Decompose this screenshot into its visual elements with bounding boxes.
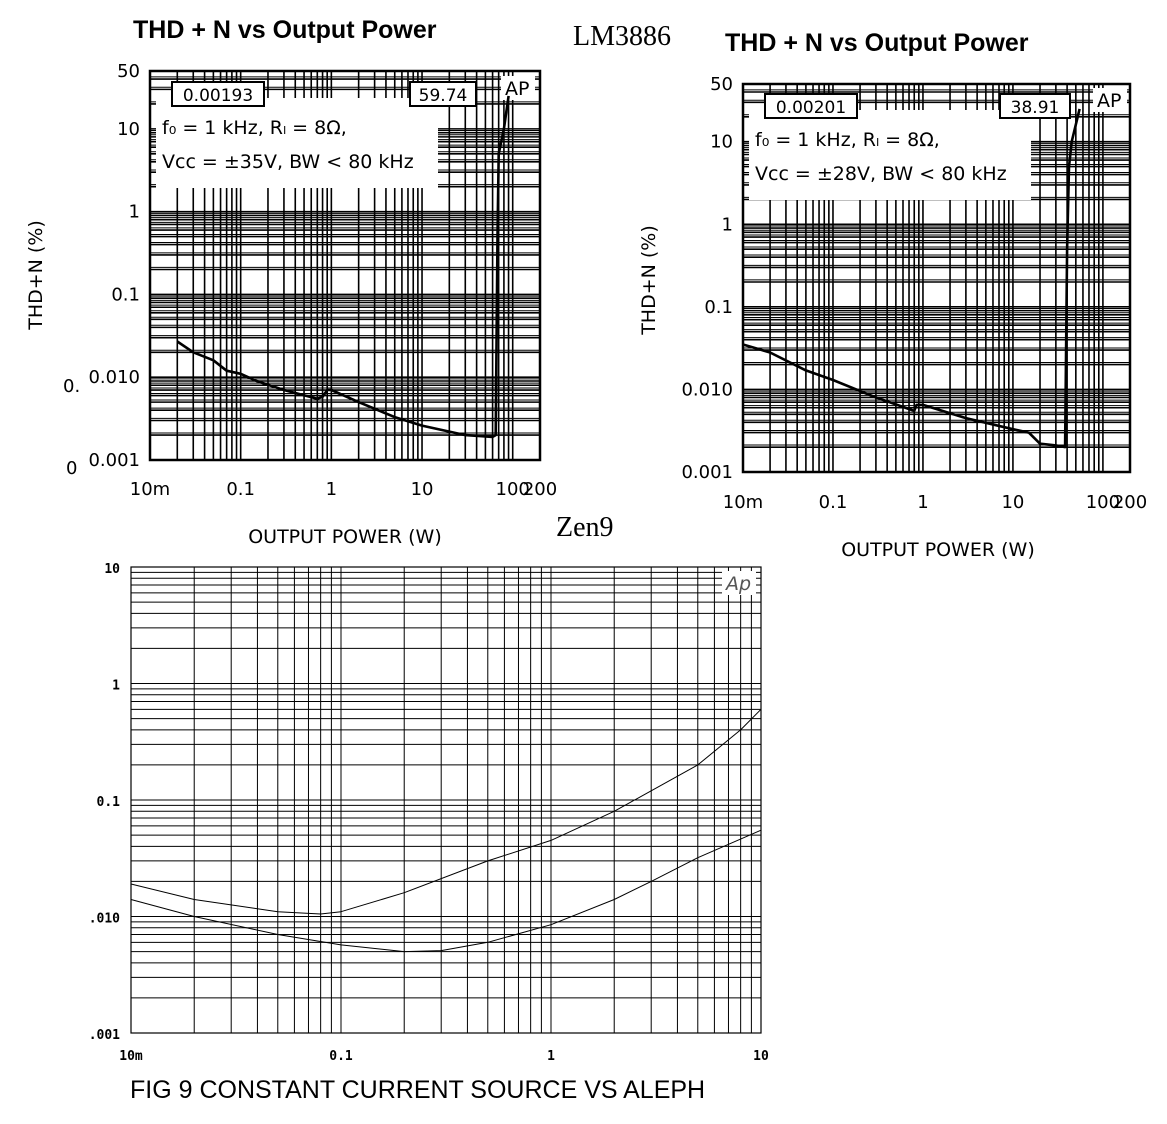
conditions-line-2: Vᴄᴄ = ±28V, BW < 80 kHz bbox=[755, 163, 1007, 185]
ap-logo-bg bbox=[722, 571, 756, 595]
readout-value: 38.91 bbox=[1011, 98, 1060, 118]
x-tick-label: 100 bbox=[1086, 492, 1120, 513]
y-tick-label: 0.1 bbox=[111, 284, 140, 305]
x-tick-label: 1 bbox=[917, 492, 928, 513]
y-tick-label: .001 bbox=[89, 1028, 120, 1043]
x-tick-label: 0.1 bbox=[329, 1049, 353, 1064]
y-tick-label: 0.010 bbox=[681, 379, 733, 400]
y-axis-label: THD+N (%) bbox=[25, 220, 47, 331]
series-line-THD+N bbox=[176, 95, 510, 439]
zen9-label: Zen9 bbox=[556, 512, 614, 543]
readout-value: 59.74 bbox=[419, 86, 468, 106]
x-tick-label: 1 bbox=[547, 1049, 555, 1064]
plot-frame bbox=[741, 82, 1132, 474]
x-tick-label: 200 bbox=[523, 479, 557, 500]
stray-label: 0. bbox=[63, 376, 80, 397]
chart-2: f₀ = 1 kHz, Rₗ = 8Ω, Vᴄᴄ = ±28V, BW < 80 … bbox=[638, 29, 1147, 561]
x-tick-label: 10 bbox=[1001, 492, 1024, 513]
y-tick-label: 0.001 bbox=[681, 462, 733, 483]
x-tick-label: 100 bbox=[496, 479, 530, 500]
y-tick-label: 1 bbox=[129, 202, 140, 223]
conditions-line-2: Vᴄᴄ = ±35V, BW < 80 kHz bbox=[162, 151, 414, 173]
chart-3: Ap 10m 0.1 1 10 10 1 0.1 .010 .001 FIG 9 CONSTANT … bbox=[89, 562, 769, 1104]
y-tick-label: 0.1 bbox=[704, 297, 733, 318]
ap-logo: AP bbox=[1097, 90, 1121, 112]
x-axis-label: OUTPUT POWER (W) bbox=[841, 539, 1035, 561]
x-tick-label: 0.1 bbox=[819, 492, 848, 513]
readout-value: 0.00201 bbox=[776, 98, 846, 118]
ap-logo: Ap bbox=[724, 573, 751, 595]
readout-value: 0.00193 bbox=[183, 86, 253, 106]
readout-box bbox=[999, 93, 1071, 119]
conditions-box bbox=[156, 98, 438, 188]
readout-box bbox=[409, 81, 477, 107]
plot-frame bbox=[130, 566, 762, 1034]
chart-title: THD + N vs Output Power bbox=[725, 29, 1029, 57]
chart-title: THD + N vs Output Power bbox=[133, 16, 437, 44]
series-line-THD+N bbox=[742, 108, 1081, 449]
x-axis-label: OUTPUT POWER (W) bbox=[248, 526, 442, 548]
x-tick-label: 10m bbox=[723, 492, 763, 513]
readout-box bbox=[764, 93, 858, 119]
x-tick-label: 10 bbox=[411, 479, 434, 500]
y-tick-label: 10 bbox=[104, 562, 120, 577]
conditions-line-1: f₀ = 1 kHz, Rₗ = 8Ω, bbox=[755, 129, 940, 151]
y-tick-label: 1 bbox=[722, 214, 733, 235]
x-tick-label: 200 bbox=[1113, 492, 1147, 513]
chart-title: FIG 9 CONSTANT CURRENT SOURCE VS ALEPH bbox=[130, 1076, 705, 1104]
series-line-upper bbox=[130, 708, 762, 915]
y-tick-label: 1 bbox=[112, 679, 120, 694]
stray-label: 0 bbox=[66, 458, 77, 479]
x-tick-label: 10m bbox=[130, 479, 170, 500]
x-tick-label: 1 bbox=[326, 479, 337, 500]
conditions-line-1: f₀ = 1 kHz, Rₗ = 8Ω, bbox=[162, 117, 347, 139]
ap-logo: AP bbox=[505, 78, 529, 100]
y-tick-label: 50 bbox=[117, 61, 140, 82]
y-axis-label: THD+N (%) bbox=[638, 225, 660, 336]
chart-1: f₀ = 1 kHz, Rₗ = 8Ω, Vᴄᴄ = ±35V, BW < 80 … bbox=[25, 16, 557, 548]
series-line-lower bbox=[130, 829, 762, 953]
y-tick-label: 50 bbox=[710, 74, 733, 95]
y-tick-label: 10 bbox=[117, 119, 140, 140]
x-tick-label: 10m bbox=[119, 1049, 143, 1064]
ap-logo-bg bbox=[1093, 88, 1127, 112]
y-tick-label: 0.010 bbox=[88, 367, 140, 388]
y-tick-label: 0.001 bbox=[88, 450, 140, 471]
plot-frame bbox=[148, 69, 542, 462]
y-tick-label: .010 bbox=[89, 912, 120, 927]
ap-logo-bg bbox=[501, 76, 535, 100]
x-tick-label: 0.1 bbox=[226, 479, 255, 500]
lm3886-label: LM3886 bbox=[573, 21, 671, 52]
y-tick-label: 10 bbox=[710, 132, 733, 153]
conditions-box bbox=[749, 110, 1031, 200]
x-tick-label: 10 bbox=[753, 1049, 769, 1064]
readout-box bbox=[171, 81, 265, 107]
y-tick-label: 0.1 bbox=[97, 795, 121, 810]
